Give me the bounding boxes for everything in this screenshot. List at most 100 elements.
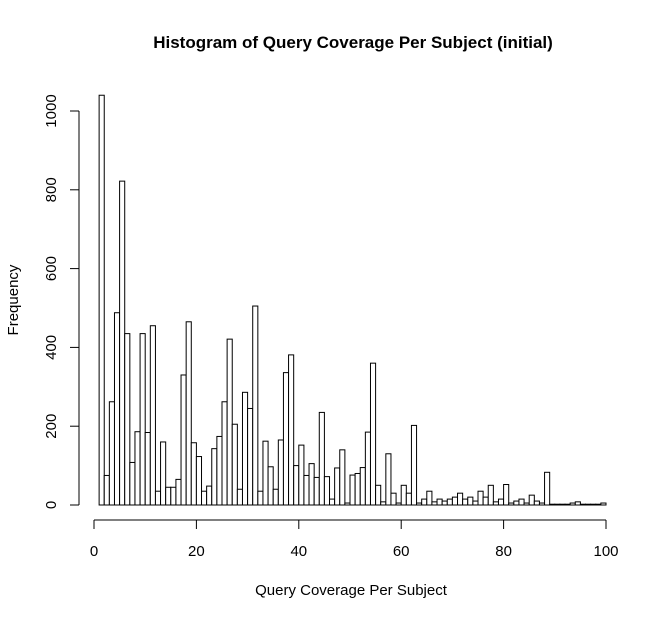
x-tick-label: 0	[90, 543, 98, 560]
histogram-bar	[298, 444, 305, 506]
histogram-bar	[108, 401, 115, 506]
histogram-bar	[129, 461, 136, 506]
histogram-bar	[590, 503, 597, 506]
histogram-bar	[503, 484, 510, 506]
histogram-bar	[359, 467, 366, 506]
histogram-bar	[390, 492, 397, 506]
histogram-bar	[154, 490, 162, 506]
histogram-bar	[477, 490, 484, 506]
y-axis: 0 200 400 600 800 1000	[43, 94, 80, 509]
y-tick-label: 0	[43, 501, 60, 509]
histogram-bar	[523, 502, 530, 506]
histogram-bar	[277, 439, 284, 506]
histogram-bar	[426, 490, 433, 506]
histogram-bar	[421, 498, 428, 506]
histogram-bar	[564, 503, 571, 506]
histogram-bar	[180, 374, 187, 506]
histogram-bar	[518, 498, 525, 506]
x-axis: 0 20 40 60 80 100	[90, 519, 619, 560]
histogram-bar	[252, 305, 259, 506]
histogram-bar	[241, 391, 249, 506]
histogram-bar	[329, 498, 336, 506]
histogram-bar	[446, 498, 453, 506]
chart-title: Histogram of Query Coverage Per Subject …	[153, 33, 553, 52]
histogram-bar	[308, 463, 315, 506]
histogram-bar	[134, 431, 141, 506]
histogram-bar	[201, 490, 208, 506]
histogram-bar	[323, 476, 331, 506]
x-tick-label: 20	[188, 543, 205, 560]
histogram-bar	[554, 503, 561, 506]
histogram-bar	[288, 354, 295, 506]
histogram-bar	[400, 484, 407, 506]
histogram-bar	[339, 449, 346, 506]
histogram-bar	[600, 502, 607, 506]
histogram-bar	[344, 502, 351, 506]
histogram-bar	[462, 498, 469, 506]
histogram-bar	[364, 431, 371, 506]
histogram-bar	[165, 486, 172, 506]
y-tick-label: 400	[43, 335, 60, 360]
histogram-bar	[226, 338, 233, 506]
histogram-bar	[293, 465, 300, 506]
histogram-bar	[98, 94, 105, 506]
histogram-bar	[267, 466, 274, 506]
histogram-bar	[272, 488, 279, 506]
histogram-bar	[579, 503, 587, 506]
histogram-bar	[538, 502, 546, 506]
histogram-bar	[262, 440, 269, 506]
histogram-bar	[313, 476, 320, 506]
histogram-bar	[349, 474, 356, 506]
histogram-bar	[206, 485, 213, 506]
histogram-bar	[595, 503, 602, 506]
histogram-bar	[185, 321, 192, 506]
histogram-bar	[231, 423, 238, 506]
histogram-bar	[380, 501, 387, 506]
histogram-bar	[472, 500, 479, 506]
x-tick-label: 80	[495, 543, 512, 560]
histogram-bar	[195, 456, 203, 506]
histogram-bar	[482, 496, 489, 506]
histogram-bar	[170, 486, 177, 506]
histogram-bar	[257, 490, 264, 506]
histogram-bar	[139, 333, 146, 506]
x-tick-label: 100	[593, 543, 618, 560]
histogram-bar	[124, 333, 131, 506]
histogram-bar	[236, 488, 243, 506]
histogram-bar	[282, 372, 290, 506]
histogram-bar	[585, 503, 592, 506]
histogram-bar	[410, 424, 418, 506]
histogram-bar	[375, 484, 382, 506]
histogram-bar	[569, 502, 576, 506]
histogram-bar	[318, 411, 325, 506]
histogram-bar	[513, 500, 520, 506]
histogram-bar	[436, 498, 443, 506]
histogram-bar	[247, 407, 254, 506]
histogram-bar	[549, 503, 556, 506]
histogram-bar	[492, 501, 499, 506]
histogram-bar	[544, 471, 551, 506]
histogram-bar	[216, 435, 223, 506]
y-tick-label: 200	[43, 414, 60, 439]
histogram-bar	[497, 498, 505, 506]
x-axis-label: Query Coverage Per Subject	[255, 582, 448, 599]
histogram-bar	[113, 312, 121, 506]
histogram-bar	[395, 502, 402, 506]
histogram-bar	[441, 500, 448, 506]
histogram-bar	[221, 401, 228, 506]
y-tick-label: 600	[43, 256, 60, 281]
histogram-bar	[354, 472, 361, 506]
histogram-bar	[487, 484, 494, 506]
histogram-bar	[211, 448, 218, 506]
histogram-bar	[416, 502, 423, 506]
histogram-bar	[533, 500, 540, 506]
histogram-bar	[103, 474, 110, 506]
histogram-bar	[528, 494, 535, 506]
histogram-bar	[508, 502, 515, 506]
histogram-bar	[559, 503, 566, 506]
histogram-bar	[369, 362, 377, 506]
histogram-bar	[190, 442, 197, 506]
histogram-bar	[385, 453, 392, 506]
histogram-bar	[451, 496, 459, 506]
